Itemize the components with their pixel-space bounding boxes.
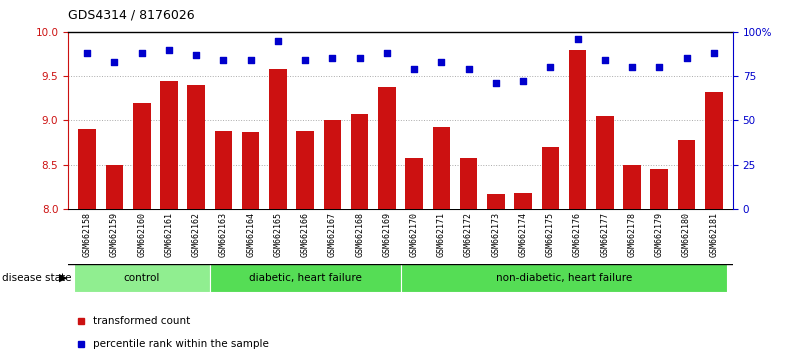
Point — [517, 79, 529, 84]
Point — [299, 57, 312, 63]
Text: diabetic, heart failure: diabetic, heart failure — [248, 273, 361, 283]
Text: control: control — [123, 273, 160, 283]
Bar — [705, 92, 723, 209]
Text: GSM662174: GSM662174 — [518, 212, 528, 257]
Text: GSM662170: GSM662170 — [409, 212, 419, 257]
Bar — [596, 116, 614, 209]
Text: GSM662169: GSM662169 — [382, 212, 392, 257]
Point — [108, 59, 121, 65]
Text: GSM662165: GSM662165 — [273, 212, 283, 257]
Text: GDS4314 / 8176026: GDS4314 / 8176026 — [68, 9, 195, 22]
Bar — [133, 103, 151, 209]
Text: GSM662181: GSM662181 — [710, 212, 718, 257]
Text: GSM662178: GSM662178 — [628, 212, 637, 257]
Point — [244, 57, 257, 63]
Point — [626, 64, 638, 70]
Point — [272, 38, 284, 44]
Point — [435, 59, 448, 65]
Bar — [650, 169, 668, 209]
Point — [680, 56, 693, 61]
Point — [163, 47, 175, 52]
Bar — [242, 132, 260, 209]
Text: GSM662179: GSM662179 — [655, 212, 664, 257]
Bar — [78, 129, 96, 209]
Text: GSM662164: GSM662164 — [246, 212, 256, 257]
Bar — [106, 165, 123, 209]
Text: GSM662180: GSM662180 — [682, 212, 691, 257]
Bar — [433, 127, 450, 209]
Bar — [400, 264, 727, 292]
Text: transformed count: transformed count — [94, 316, 191, 326]
Bar — [296, 131, 314, 209]
Text: GSM662173: GSM662173 — [491, 212, 501, 257]
Point — [571, 36, 584, 42]
Text: GSM662166: GSM662166 — [300, 212, 310, 257]
Text: ▶: ▶ — [59, 273, 68, 283]
Bar — [378, 87, 396, 209]
Bar — [269, 69, 287, 209]
Text: GSM662171: GSM662171 — [437, 212, 446, 257]
Text: GSM662177: GSM662177 — [601, 212, 610, 257]
Text: GSM662160: GSM662160 — [137, 212, 146, 257]
Point — [408, 66, 421, 72]
Point — [135, 50, 148, 56]
Point — [353, 56, 366, 61]
Bar — [623, 165, 641, 209]
Bar — [487, 194, 505, 209]
Text: GSM662176: GSM662176 — [573, 212, 582, 257]
Point — [326, 56, 339, 61]
Bar — [215, 131, 232, 209]
Text: GSM662172: GSM662172 — [464, 212, 473, 257]
Text: GSM662158: GSM662158 — [83, 212, 91, 257]
Bar — [160, 81, 178, 209]
Bar — [210, 264, 400, 292]
Text: GSM662162: GSM662162 — [191, 212, 200, 257]
Bar — [460, 159, 477, 209]
Text: GSM662175: GSM662175 — [545, 212, 555, 257]
Text: GSM662168: GSM662168 — [355, 212, 364, 257]
Bar — [678, 140, 695, 209]
Bar — [569, 50, 586, 209]
Point — [653, 64, 666, 70]
Text: percentile rank within the sample: percentile rank within the sample — [94, 339, 269, 349]
Text: GSM662163: GSM662163 — [219, 212, 228, 257]
Text: non-diabetic, heart failure: non-diabetic, heart failure — [496, 273, 632, 283]
Point — [190, 52, 203, 58]
Bar — [351, 114, 368, 209]
Text: GSM662167: GSM662167 — [328, 212, 337, 257]
Bar — [324, 120, 341, 209]
Text: disease state: disease state — [2, 273, 71, 283]
Point — [81, 50, 94, 56]
Point — [462, 66, 475, 72]
Bar — [405, 159, 423, 209]
Bar — [187, 85, 205, 209]
Bar — [74, 264, 210, 292]
Bar — [541, 147, 559, 209]
Point — [544, 64, 557, 70]
Point — [380, 50, 393, 56]
Point — [217, 57, 230, 63]
Point — [707, 50, 720, 56]
Bar — [514, 193, 532, 209]
Point — [489, 80, 502, 86]
Point — [598, 57, 611, 63]
Text: GSM662161: GSM662161 — [164, 212, 173, 257]
Text: GSM662159: GSM662159 — [110, 212, 119, 257]
